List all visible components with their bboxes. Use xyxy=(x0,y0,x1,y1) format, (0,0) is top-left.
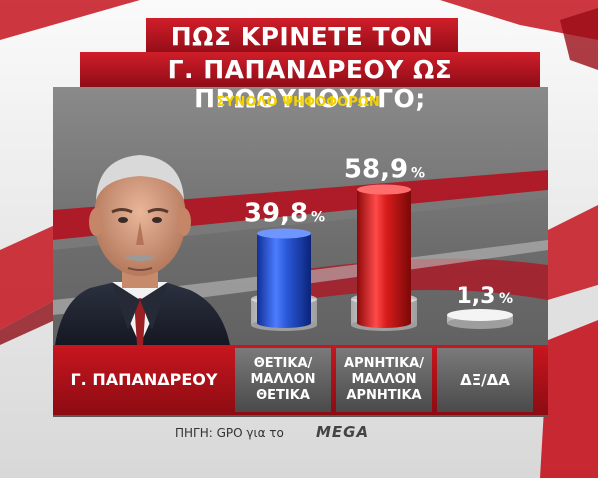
category-label-dontknow: ΔΞ/ΔΑ xyxy=(437,348,533,412)
bar-dontknow xyxy=(447,309,513,329)
bar-positive xyxy=(251,228,317,331)
value-label: 58,9 xyxy=(344,155,408,185)
category-label-line: ΘΕΤΙΚΑ/ xyxy=(253,356,313,371)
chart-title-line2: Γ. ΠΑΠΑΝΔΡΕΟΥ ΩΣ ΠΡΩΘΥΠΟΥΡΓΟ; xyxy=(167,55,453,113)
category-label-line: ΜΑΛΛΟΝ xyxy=(351,372,417,387)
category-label-line: ΜΑΛΛΟΝ xyxy=(250,372,316,387)
person-photo xyxy=(55,155,230,345)
value-label: 1,3 xyxy=(457,284,496,309)
bar-negative xyxy=(351,184,417,331)
category-label-line: ΑΡΝΗΤΙΚΑ/ xyxy=(344,356,424,371)
category-label-negative: ΑΡΝΗΤΙΚΑ/ ΜΑΛΛΟΝ ΑΡΝΗΤΙΚΑ xyxy=(336,348,432,412)
value-unit-label: % xyxy=(499,291,513,307)
source-text: ΠΗΓΗ: GPO για το xyxy=(175,426,284,440)
category-label-line: ΑΡΝΗΤΙΚΑ xyxy=(346,388,422,403)
value-label: 39,8 xyxy=(244,198,308,228)
chart-subtitle: ΣΥΝΟΛΟ ΨΗΦΟΦΟΡΩΝ xyxy=(216,95,380,110)
category-label-positive: ΘΕΤΙΚΑ/ ΜΑΛΛΟΝ ΘΕΤΙΚΑ xyxy=(235,348,331,412)
value-unit-label: % xyxy=(411,166,425,182)
mega-logo: MEGA xyxy=(316,423,370,441)
value-unit-label: % xyxy=(311,209,325,225)
category-label-line: ΘΕΤΙΚΑ xyxy=(256,388,310,403)
chart-title-line1: ΠΩΣ ΚΡΙΝΕΤΕ ΤΟΝ xyxy=(170,22,434,51)
person-label: Γ. ΠΑΠΑΝΔΡΕΟΥ xyxy=(70,370,218,389)
category-label-line: ΔΞ/ΔΑ xyxy=(460,371,510,389)
